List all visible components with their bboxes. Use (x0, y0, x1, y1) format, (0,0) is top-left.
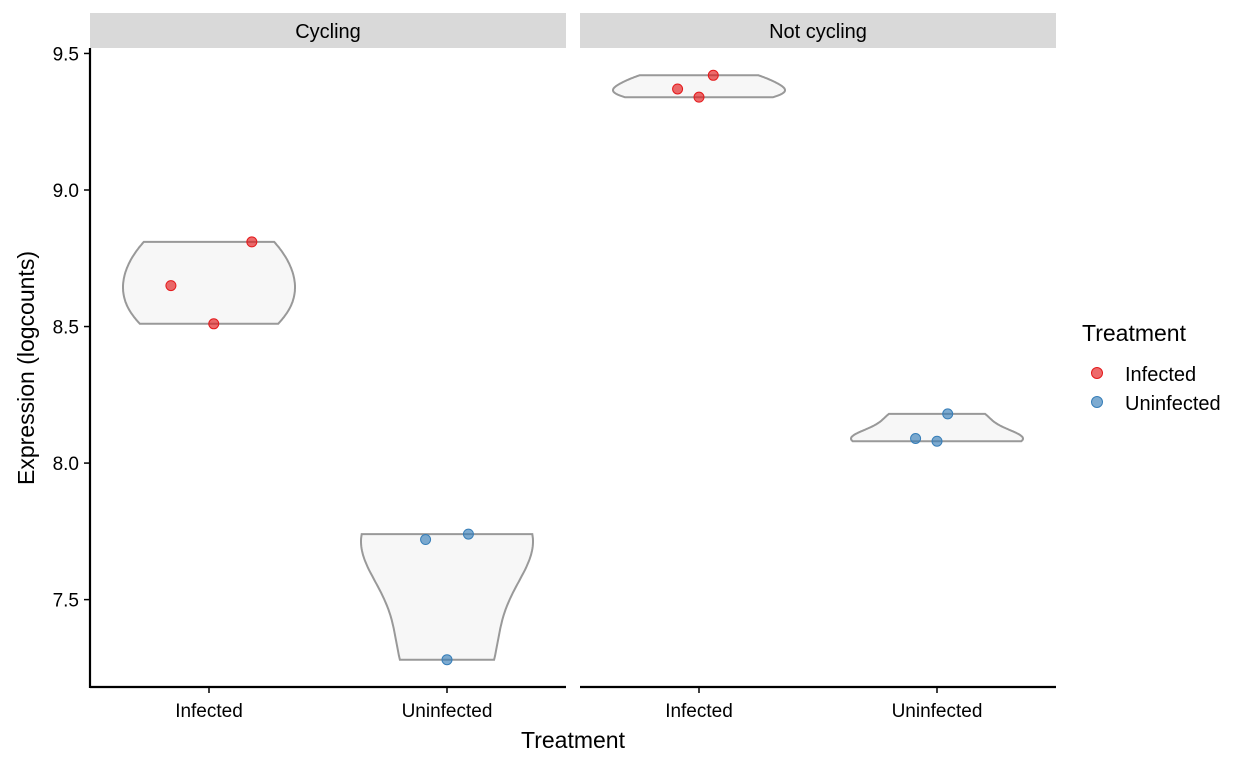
legend-title: Treatment (1082, 320, 1187, 346)
data-point (672, 83, 684, 95)
violin (850, 412, 1024, 443)
x-tick-label: Infected (175, 701, 243, 722)
legend-label-infected: Infected (1125, 364, 1196, 386)
y-tick-label: 9.0 (53, 181, 79, 202)
legend-swatch-infected (1091, 367, 1103, 379)
data-point (165, 280, 177, 292)
data-point (910, 433, 922, 444)
y-axis-title: Expression (logcounts) (13, 251, 39, 485)
y-tick-label: 8.5 (53, 318, 79, 339)
legend-label-uninfected: Uninfected (1125, 393, 1221, 415)
data-point (208, 318, 220, 330)
data-point (707, 69, 719, 81)
data-point (441, 654, 453, 666)
facet-strip-label: Not cycling (769, 21, 867, 43)
x-tick-label: Uninfected (892, 701, 983, 722)
data-point (420, 534, 432, 546)
x-axis-title: Treatment (521, 727, 626, 753)
legend: Treatment Infected Uninfected (1082, 320, 1221, 415)
facet-strip (90, 13, 566, 48)
y-tick-label: 9.5 (53, 44, 79, 65)
data-point (942, 408, 954, 420)
data-point (462, 528, 474, 540)
violin (360, 533, 534, 661)
legend-swatch-uninfected (1091, 396, 1103, 408)
violin (122, 240, 296, 325)
y-tick-label: 8.0 (53, 454, 79, 475)
x-tick-label: Uninfected (402, 701, 493, 722)
data-point (246, 236, 258, 248)
data-point (693, 91, 705, 103)
violin (612, 74, 786, 99)
facet-strip (580, 13, 1056, 48)
x-tick-label: Infected (665, 701, 733, 722)
y-tick-label: 7.5 (53, 591, 79, 612)
facet-strip-label: Cycling (295, 21, 361, 43)
data-point (931, 435, 943, 447)
